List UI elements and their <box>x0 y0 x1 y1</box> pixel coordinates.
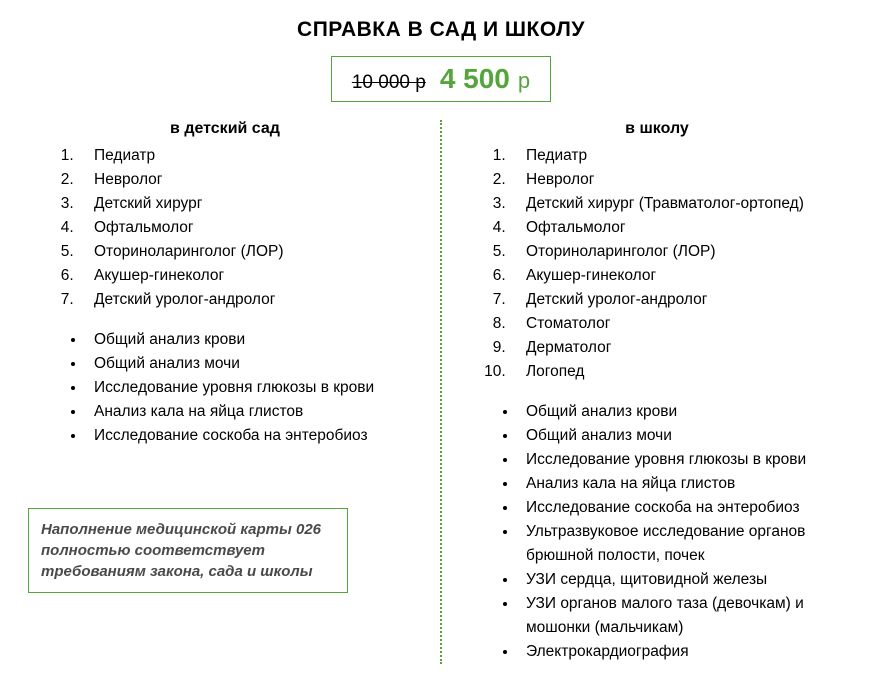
list-item: Общий анализ крови <box>518 400 854 424</box>
new-price: 4 500 <box>440 63 510 95</box>
list-item: Дерматолог <box>510 336 854 360</box>
list-item: Детский хирург (Травматолог-ортопед) <box>510 192 854 216</box>
columns-container: в детский сад Педиатр Невролог Детский х… <box>20 120 862 664</box>
doctors-list-school: Педиатр Невролог Детский хирург (Травмат… <box>460 144 854 384</box>
list-item: Анализ кала на яйца глистов <box>86 400 422 424</box>
list-item: Анализ кала на яйца глистов <box>518 472 854 496</box>
list-item: Исследование уровня глюкозы в крови <box>86 376 422 400</box>
page-title: СПРАВКА В САД И ШКОЛУ <box>20 18 862 42</box>
currency-symbol: р <box>518 68 530 94</box>
price-box: 10 000 р 4 500 р <box>331 56 551 102</box>
note-box: Наполнение медицинской карты 026 полност… <box>28 508 348 593</box>
column-school: в школу Педиатр Невролог Детский хирург … <box>442 120 862 664</box>
list-item: Офтальмолог <box>510 216 854 240</box>
list-item: Педиатр <box>510 144 854 168</box>
column-title-kindergarten: в детский сад <box>28 120 422 138</box>
tests-list-kindergarten: Общий анализ крови Общий анализ мочи Исс… <box>28 328 422 448</box>
list-item: Оториноларинголог (ЛОР) <box>510 240 854 264</box>
list-item: Невролог <box>510 168 854 192</box>
list-item: Ультразвуковое исследование органов брюш… <box>518 520 854 568</box>
list-item: УЗИ сердца, щитовидной железы <box>518 568 854 592</box>
tests-list-school: Общий анализ крови Общий анализ мочи Исс… <box>460 400 854 664</box>
list-item: Невролог <box>78 168 422 192</box>
column-kindergarten: в детский сад Педиатр Невролог Детский х… <box>20 120 440 664</box>
note-text: Наполнение медицинской карты 026 полност… <box>41 519 335 582</box>
list-item: Общий анализ крови <box>86 328 422 352</box>
list-item: Педиатр <box>78 144 422 168</box>
list-item: Исследование уровня глюкозы в крови <box>518 448 854 472</box>
list-item: Детский уролог-андролог <box>510 288 854 312</box>
old-price: 10 000 р <box>352 72 426 94</box>
column-title-school: в школу <box>460 120 854 138</box>
list-item: Акушер-гинеколог <box>510 264 854 288</box>
doctors-list-kindergarten: Педиатр Невролог Детский хирург Офтальмо… <box>28 144 422 312</box>
list-item: УЗИ органов малого таза (девочкам) и мош… <box>518 592 854 640</box>
list-item: Исследование соскоба на энтеробиоз <box>518 496 854 520</box>
list-item: Детский уролог-андролог <box>78 288 422 312</box>
list-item: Детский хирург <box>78 192 422 216</box>
list-item: Оториноларинголог (ЛОР) <box>78 240 422 264</box>
list-item: Электрокардиография <box>518 640 854 664</box>
list-item: Стоматолог <box>510 312 854 336</box>
list-item: Логопед <box>510 360 854 384</box>
list-item: Офтальмолог <box>78 216 422 240</box>
list-item: Акушер-гинеколог <box>78 264 422 288</box>
list-item: Исследование соскоба на энтеробиоз <box>86 424 422 448</box>
list-item: Общий анализ мочи <box>86 352 422 376</box>
list-item: Общий анализ мочи <box>518 424 854 448</box>
